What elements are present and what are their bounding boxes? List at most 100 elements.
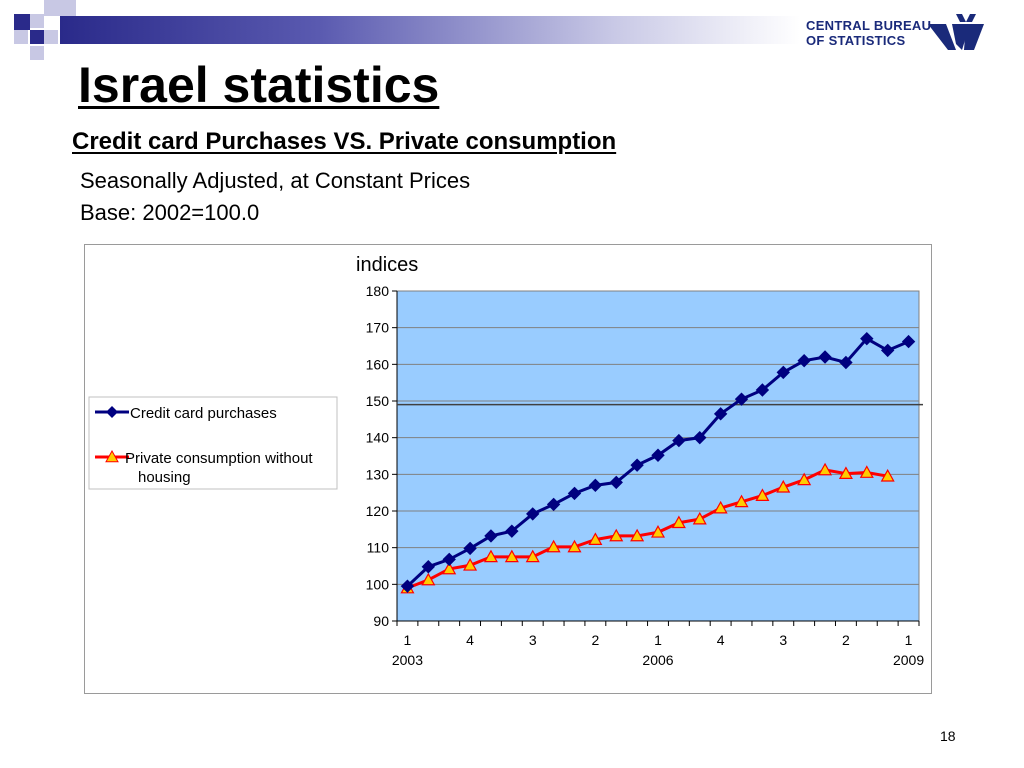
point-credit-card-6 [526, 507, 540, 521]
point-private-consumption-10 [609, 528, 624, 542]
page-number: 18 [940, 728, 956, 744]
legend-marker-credit-card [106, 406, 118, 418]
x-tick-quarter-9: 2 [591, 632, 599, 648]
x-tick-quarter-6: 3 [529, 632, 537, 648]
y-axis-label: indices [356, 254, 418, 276]
x-tick-quarter-12: 1 [654, 632, 662, 648]
point-credit-card-12 [651, 448, 665, 462]
y-tick-label-120: 120 [366, 503, 390, 519]
corner-square-6 [30, 30, 44, 44]
point-private-consumption-4 [483, 549, 498, 563]
point-private-consumption-15 [713, 500, 728, 514]
x-tick-quarter-21: 2 [842, 632, 850, 648]
point-private-consumption-11 [630, 528, 645, 542]
y-tick-label-170: 170 [366, 320, 390, 336]
point-credit-card-23 [880, 343, 895, 358]
point-private-consumption-18 [776, 479, 791, 493]
x-tick-year-2009: 2009 [893, 652, 924, 668]
point-private-consumption-1 [421, 572, 436, 586]
point-credit-card-4 [484, 529, 498, 543]
legend-label-line-2: housing [138, 469, 191, 486]
chart-svg: indices Credit card purchases Private co… [88, 254, 925, 668]
y-tick-label-110: 110 [367, 540, 390, 556]
point-private-consumption-6 [525, 549, 540, 563]
legend-box [88, 396, 338, 490]
point-credit-card-15 [713, 407, 728, 421]
page-subtitle: Credit card Purchases VS. Private consum… [72, 128, 617, 155]
note-base-year: Base: 2002=100.0 [80, 200, 260, 225]
point-private-consumption-21 [838, 466, 853, 479]
point-credit-card-2 [442, 552, 456, 567]
x-tick-quarter-18: 3 [779, 632, 787, 648]
point-private-consumption-17 [755, 488, 770, 501]
point-credit-card-8 [567, 486, 582, 501]
corner-square-7 [30, 46, 44, 60]
point-credit-card-18 [776, 365, 790, 380]
point-credit-card-13 [672, 433, 686, 448]
point-private-consumption-22 [859, 465, 874, 478]
corner-square-1 [14, 14, 30, 30]
y-tick-label-180: 180 [366, 283, 390, 299]
point-private-consumption-2 [442, 561, 457, 575]
point-credit-card-21 [839, 355, 853, 370]
point-private-consumption-20 [818, 462, 833, 476]
plot-area: 90 100 110 120 130 140 150 160 170 180 1 2003 4 3 2 1 20… [366, 283, 925, 668]
point-credit-card-5 [505, 524, 519, 538]
point-private-consumption-23 [880, 468, 895, 482]
logo-line-2: OF STATISTICS [806, 33, 906, 48]
x-tick-quarter-3: 4 [466, 632, 474, 648]
header-gradient-bar [60, 16, 800, 44]
y-tick-label-140: 140 [366, 430, 390, 446]
x-tick-quarter-0: 1 [404, 632, 412, 648]
point-private-consumption-8 [567, 539, 582, 553]
point-private-consumption-12 [650, 525, 666, 538]
legend-marker-private-consumption [105, 449, 119, 463]
chart-legend: Credit card purchases Private consumptio… [88, 396, 338, 490]
point-private-consumption-5 [504, 549, 519, 563]
point-private-consumption-7 [546, 539, 561, 553]
point-credit-card-20 [818, 350, 832, 364]
point-credit-card-3 [463, 541, 477, 556]
corner-square-4 [60, 0, 76, 16]
point-credit-card-22 [860, 331, 874, 346]
legend-label-private-consumption: Private consumption without housing [125, 450, 313, 486]
chart-container: indices Credit card purchases Private co… [84, 244, 932, 694]
y-tick-label-90: 90 [373, 613, 389, 629]
x-tick-year-2006: 2006 [642, 652, 673, 668]
point-private-consumption-9 [588, 532, 603, 545]
y-tick-label-160: 160 [366, 356, 390, 372]
corner-square-2 [30, 14, 44, 28]
corner-square-3 [44, 0, 60, 16]
point-credit-card-0 [400, 579, 415, 593]
point-credit-card-10 [609, 475, 623, 490]
point-credit-card-1 [421, 560, 436, 574]
point-credit-card-14 [693, 430, 707, 445]
logo-line-1: CENTRAL BUREAU [806, 18, 932, 33]
point-credit-card-24 [901, 334, 916, 349]
point-private-consumption-14 [692, 511, 707, 525]
cbs-emblem-icon [928, 14, 984, 50]
point-private-consumption-19 [797, 472, 812, 486]
point-private-consumption-13 [671, 515, 686, 529]
y-tick-label-100: 100 [366, 576, 390, 592]
point-credit-card-16 [734, 392, 749, 406]
x-tick-year-2003: 2003 [392, 652, 423, 668]
y-tick-label-150: 150 [366, 393, 390, 409]
point-credit-card-7 [546, 497, 561, 512]
legend-label-line-1: Private consumption without [125, 450, 313, 467]
corner-square-8 [44, 30, 58, 44]
cbs-logo: CENTRAL BUREAU OF STATISTICS [806, 14, 996, 50]
point-credit-card-9 [588, 478, 603, 493]
note-seasonally-adjusted: Seasonally Adjusted, at Constant Prices [80, 168, 471, 193]
point-private-consumption-16 [734, 494, 749, 508]
point-credit-card-19 [797, 353, 811, 368]
page-title: Israel statistics [78, 57, 440, 113]
y-tick-label-130: 130 [366, 466, 390, 482]
x-tick-quarter-24: 1 [905, 632, 913, 648]
x-tick-quarter-15: 4 [717, 632, 725, 648]
point-credit-card-17 [755, 383, 770, 397]
point-private-consumption-3 [463, 558, 478, 571]
point-credit-card-11 [630, 458, 644, 472]
corner-square-5 [14, 30, 28, 44]
legend-label-credit-card: Credit card purchases [130, 405, 277, 422]
